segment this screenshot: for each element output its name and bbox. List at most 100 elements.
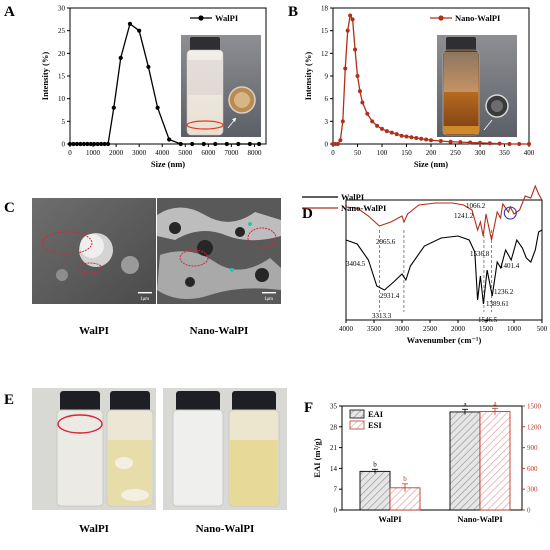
y-tick-label: 10 [58, 95, 66, 103]
y-tick-label: 6 [325, 95, 329, 103]
y-tick-label: 12 [321, 50, 329, 58]
significance-letter: a [493, 399, 497, 407]
data-point [360, 100, 365, 105]
legend-marker [198, 15, 204, 21]
panel-label-a: A [4, 4, 15, 20]
legend-label-nano-walpi: Nano-WalPI [341, 203, 387, 213]
data-point [409, 135, 414, 140]
data-point [380, 126, 384, 131]
data-point [350, 17, 355, 22]
y-tick-label: 14 [330, 465, 338, 473]
peak-label: 2931.4 [380, 292, 400, 300]
bar-esi [479, 411, 511, 511]
x-tick-label: 300 [475, 149, 486, 157]
data-point [384, 129, 389, 134]
panel-label-b: B [288, 4, 298, 20]
x-tick-label: 2500 [423, 325, 438, 333]
data-point [92, 141, 97, 147]
data-point [478, 140, 482, 145]
y-tick-label: 0 [325, 141, 329, 149]
x-tick-label: 8000 [247, 149, 262, 157]
data-point [74, 141, 80, 147]
data-point [67, 141, 73, 147]
y-tick-label: 25 [58, 27, 66, 35]
data-point [224, 141, 229, 147]
data-point [111, 105, 116, 110]
x-category-label: Nano-WalPI [457, 514, 503, 524]
x-axis-title: Size (nm) [151, 159, 185, 169]
y-tick-label: 3 [325, 118, 329, 126]
data-point [338, 138, 343, 143]
legend-label-esi: ESI [368, 420, 382, 430]
legend-marker [438, 15, 444, 21]
x-category-label: WalPI [378, 514, 402, 524]
x-tick-label: 50 [354, 149, 362, 157]
bar-eai [359, 470, 391, 511]
panel-d: D 4000 3500 3000 2500 2000 1500 1000 500 Wavenum… [302, 184, 548, 345]
x-tick-label: 7000 [224, 149, 239, 157]
scale-bar-right: 1μm [264, 297, 273, 302]
legend-swatch-esi [349, 420, 365, 430]
y-tick-label: 5 [62, 118, 66, 126]
data-point [102, 141, 107, 147]
y-tick-label: 20 [58, 50, 66, 58]
y-tick-label: 7 [334, 486, 338, 494]
y2-tick-label: 300 [527, 486, 538, 494]
sem-image-walpi: 1μm [32, 198, 156, 304]
y-tick-label: 15 [321, 27, 329, 35]
x-tick-label: 2000 [109, 149, 124, 157]
vial-photo-nano-walpi [163, 388, 287, 510]
y-tick-label: 21 [330, 444, 338, 452]
data-point [146, 64, 151, 70]
y-axis-title: Intensity (%) [303, 52, 313, 101]
panel-e: E WalPI Nano-WalPI [4, 388, 287, 535]
data-point [394, 132, 399, 137]
data-point [357, 89, 362, 94]
panel-label-d: D [302, 206, 313, 222]
panel-c: C 1μm 1μm [4, 198, 281, 337]
peak-label: 3313.3 [372, 312, 392, 320]
vial-photo-walpi [32, 388, 156, 510]
significance-letter: b [403, 475, 407, 483]
data-point [487, 141, 492, 146]
y2-tick-label: 0 [527, 507, 531, 515]
legend-label: WalPI [215, 13, 239, 23]
data-point [343, 66, 348, 71]
data-point [497, 141, 502, 146]
peak-label: 1536.8 [470, 250, 490, 258]
data-point [414, 135, 419, 140]
data-point [78, 141, 83, 147]
y-axis-title: EAI (m²/g) [312, 438, 322, 477]
data-point [389, 130, 394, 135]
x-tick-label: 3500 [367, 325, 382, 333]
bar-eai [449, 411, 481, 511]
data-point [419, 136, 424, 141]
caption-c-walpi: WalPI [79, 325, 109, 337]
x-tick-label: 100 [377, 149, 388, 157]
data-point [81, 141, 86, 147]
x-tick-label: 250 [450, 149, 461, 157]
data-point [458, 140, 463, 145]
data-point [127, 21, 133, 26]
plot-frame [341, 405, 523, 511]
x-tick-label: 150 [401, 149, 412, 157]
x-tick-label: 350 [499, 149, 510, 157]
data-point [335, 142, 340, 146]
data-point [340, 119, 345, 124]
x-tick-label: 4000 [339, 325, 354, 333]
peak-label: 1546.5 [478, 316, 498, 324]
legend-label-eai: EAI [368, 409, 384, 419]
vial-photo-inset-b [437, 35, 517, 137]
x-tick-label: 1000 [86, 149, 101, 157]
panel-a: A 0 1000 2000 3000 4000 5000 6000 7000 8000 0 5 10 1… [4, 4, 267, 169]
y2-tick-label: 900 [527, 444, 538, 452]
scale-bar-left: 1μm [140, 297, 149, 302]
x-tick-label: 500 [537, 325, 548, 333]
y2-tick-label: 1500 [527, 403, 542, 411]
data-point [348, 13, 353, 18]
data-point [105, 141, 111, 147]
data-point [345, 28, 350, 33]
data-point [71, 141, 76, 147]
x-axis-title: Size (nm) [414, 159, 448, 169]
